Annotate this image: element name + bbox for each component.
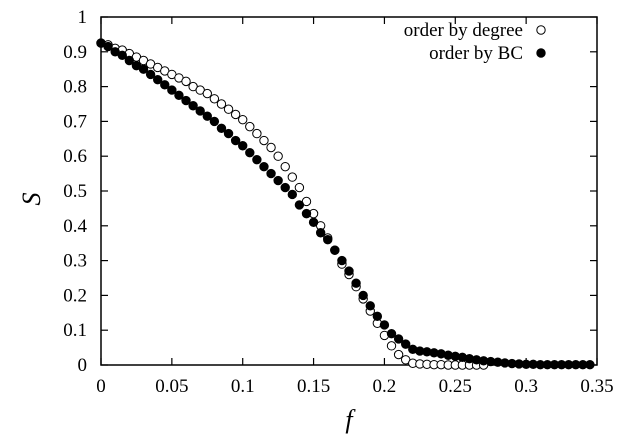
- x-tick-label: 0.15: [297, 376, 330, 397]
- data-point-bc: [230, 135, 241, 146]
- data-point-bc: [386, 328, 397, 339]
- data-point-bc: [223, 128, 234, 139]
- y-tick-label: 0.5: [63, 181, 87, 202]
- data-point-degree: [273, 151, 283, 161]
- data-point-bc: [117, 50, 127, 60]
- y-tick-label: 0.9: [63, 42, 87, 63]
- data-point-degree: [238, 114, 248, 125]
- data-point-degree: [386, 341, 397, 351]
- data-point-degree: [223, 104, 234, 114]
- y-tick-label: 0.2: [63, 285, 87, 306]
- data-point-bc: [323, 235, 333, 245]
- data-point-bc: [181, 95, 191, 106]
- data-point-degree: [393, 349, 404, 360]
- data-point-degree: [280, 161, 290, 172]
- data-point-bc: [280, 182, 290, 193]
- legend-label-order-by-degree: order by degree: [404, 20, 523, 41]
- series-order-by-bc: [96, 38, 595, 370]
- legend-marker-filled-circle: [536, 48, 546, 58]
- legend-label-order-by-bc: order by BC: [429, 43, 523, 64]
- data-point-degree: [209, 94, 220, 104]
- x-tick-label: 0: [96, 376, 106, 397]
- data-point-bc: [216, 123, 227, 134]
- plot-frame: [100, 16, 598, 366]
- data-point-bc: [103, 41, 113, 52]
- data-point-bc: [145, 69, 156, 80]
- x-tick-label: 0.3: [514, 376, 538, 397]
- data-point-bc: [245, 148, 255, 158]
- data-point-degree: [216, 99, 227, 109]
- legend: order by degree order by BC: [404, 20, 546, 64]
- y-tick-label: 0.6: [63, 146, 87, 167]
- data-point-degree: [202, 88, 212, 99]
- data-point-bc: [174, 90, 184, 101]
- data-point-bc: [202, 111, 212, 121]
- data-point-degree: [266, 142, 276, 153]
- data-point-bc: [209, 116, 220, 127]
- data-point-bc: [308, 217, 319, 228]
- tick-labels: 0 0.05 0.1 0.15 0.2 0.25 0.3 0.35 0 0.1 0.2 0.3 0.4 0…: [63, 7, 613, 397]
- data-point-bc: [259, 161, 269, 172]
- data-point-bc: [238, 141, 248, 151]
- y-axis-title: S: [17, 193, 46, 206]
- y-tick-label: 0.3: [63, 251, 87, 272]
- x-axis-title: f: [345, 405, 356, 434]
- data-point-bc: [315, 228, 326, 238]
- data-point-bc: [252, 154, 262, 165]
- x-tick-label: 0.1: [231, 376, 255, 397]
- data-point-bc: [358, 290, 368, 301]
- y-tick-label: 0.4: [63, 216, 87, 237]
- data-point-bc: [365, 301, 375, 311]
- data-point-bc: [195, 106, 205, 116]
- data-point-bc: [287, 189, 298, 200]
- data-point-bc: [379, 320, 390, 330]
- x-tick-label: 0.2: [373, 376, 397, 397]
- y-tick-label: 1: [78, 7, 88, 28]
- data-point-bc: [266, 168, 276, 179]
- data-point-bc: [167, 85, 177, 95]
- data-point-degree: [230, 109, 241, 120]
- data-point-degree: [245, 121, 255, 132]
- data-point-bc: [301, 208, 312, 219]
- series-order-by-degree: [96, 38, 489, 370]
- y-tick-label: 0: [78, 355, 88, 376]
- data-point-bc: [152, 74, 163, 85]
- data-point-bc: [400, 339, 411, 349]
- data-point-bc: [344, 266, 354, 276]
- series-layer: [96, 38, 595, 370]
- legend-marker-open-circle: [536, 25, 546, 35]
- data-point-bc: [273, 175, 283, 186]
- data-point-bc: [160, 80, 170, 90]
- x-tick-label: 0.35: [580, 376, 613, 397]
- data-point-bc: [393, 334, 404, 344]
- x-tick-label: 0.25: [439, 376, 472, 397]
- data-point-degree: [287, 172, 298, 182]
- data-point-bc: [351, 278, 361, 288]
- axis-ticks: [100, 16, 598, 366]
- data-point-bc: [188, 101, 198, 111]
- data-point-bc: [294, 200, 305, 210]
- data-point-bc: [330, 245, 340, 255]
- y-tick-label: 0.8: [63, 77, 87, 98]
- x-tick-label: 0.05: [155, 376, 188, 397]
- data-point-degree: [259, 135, 269, 146]
- data-point-degree: [252, 128, 262, 139]
- data-point-degree: [181, 76, 191, 87]
- y-tick-label: 0.1: [63, 320, 87, 341]
- data-point-bc: [138, 64, 149, 74]
- data-point-degree: [294, 182, 305, 193]
- y-tick-label: 0.7: [63, 111, 87, 132]
- data-point-bc: [372, 311, 383, 321]
- data-point-bc: [337, 255, 347, 266]
- data-point-bc: [585, 359, 595, 370]
- data-point-bc: [124, 55, 135, 66]
